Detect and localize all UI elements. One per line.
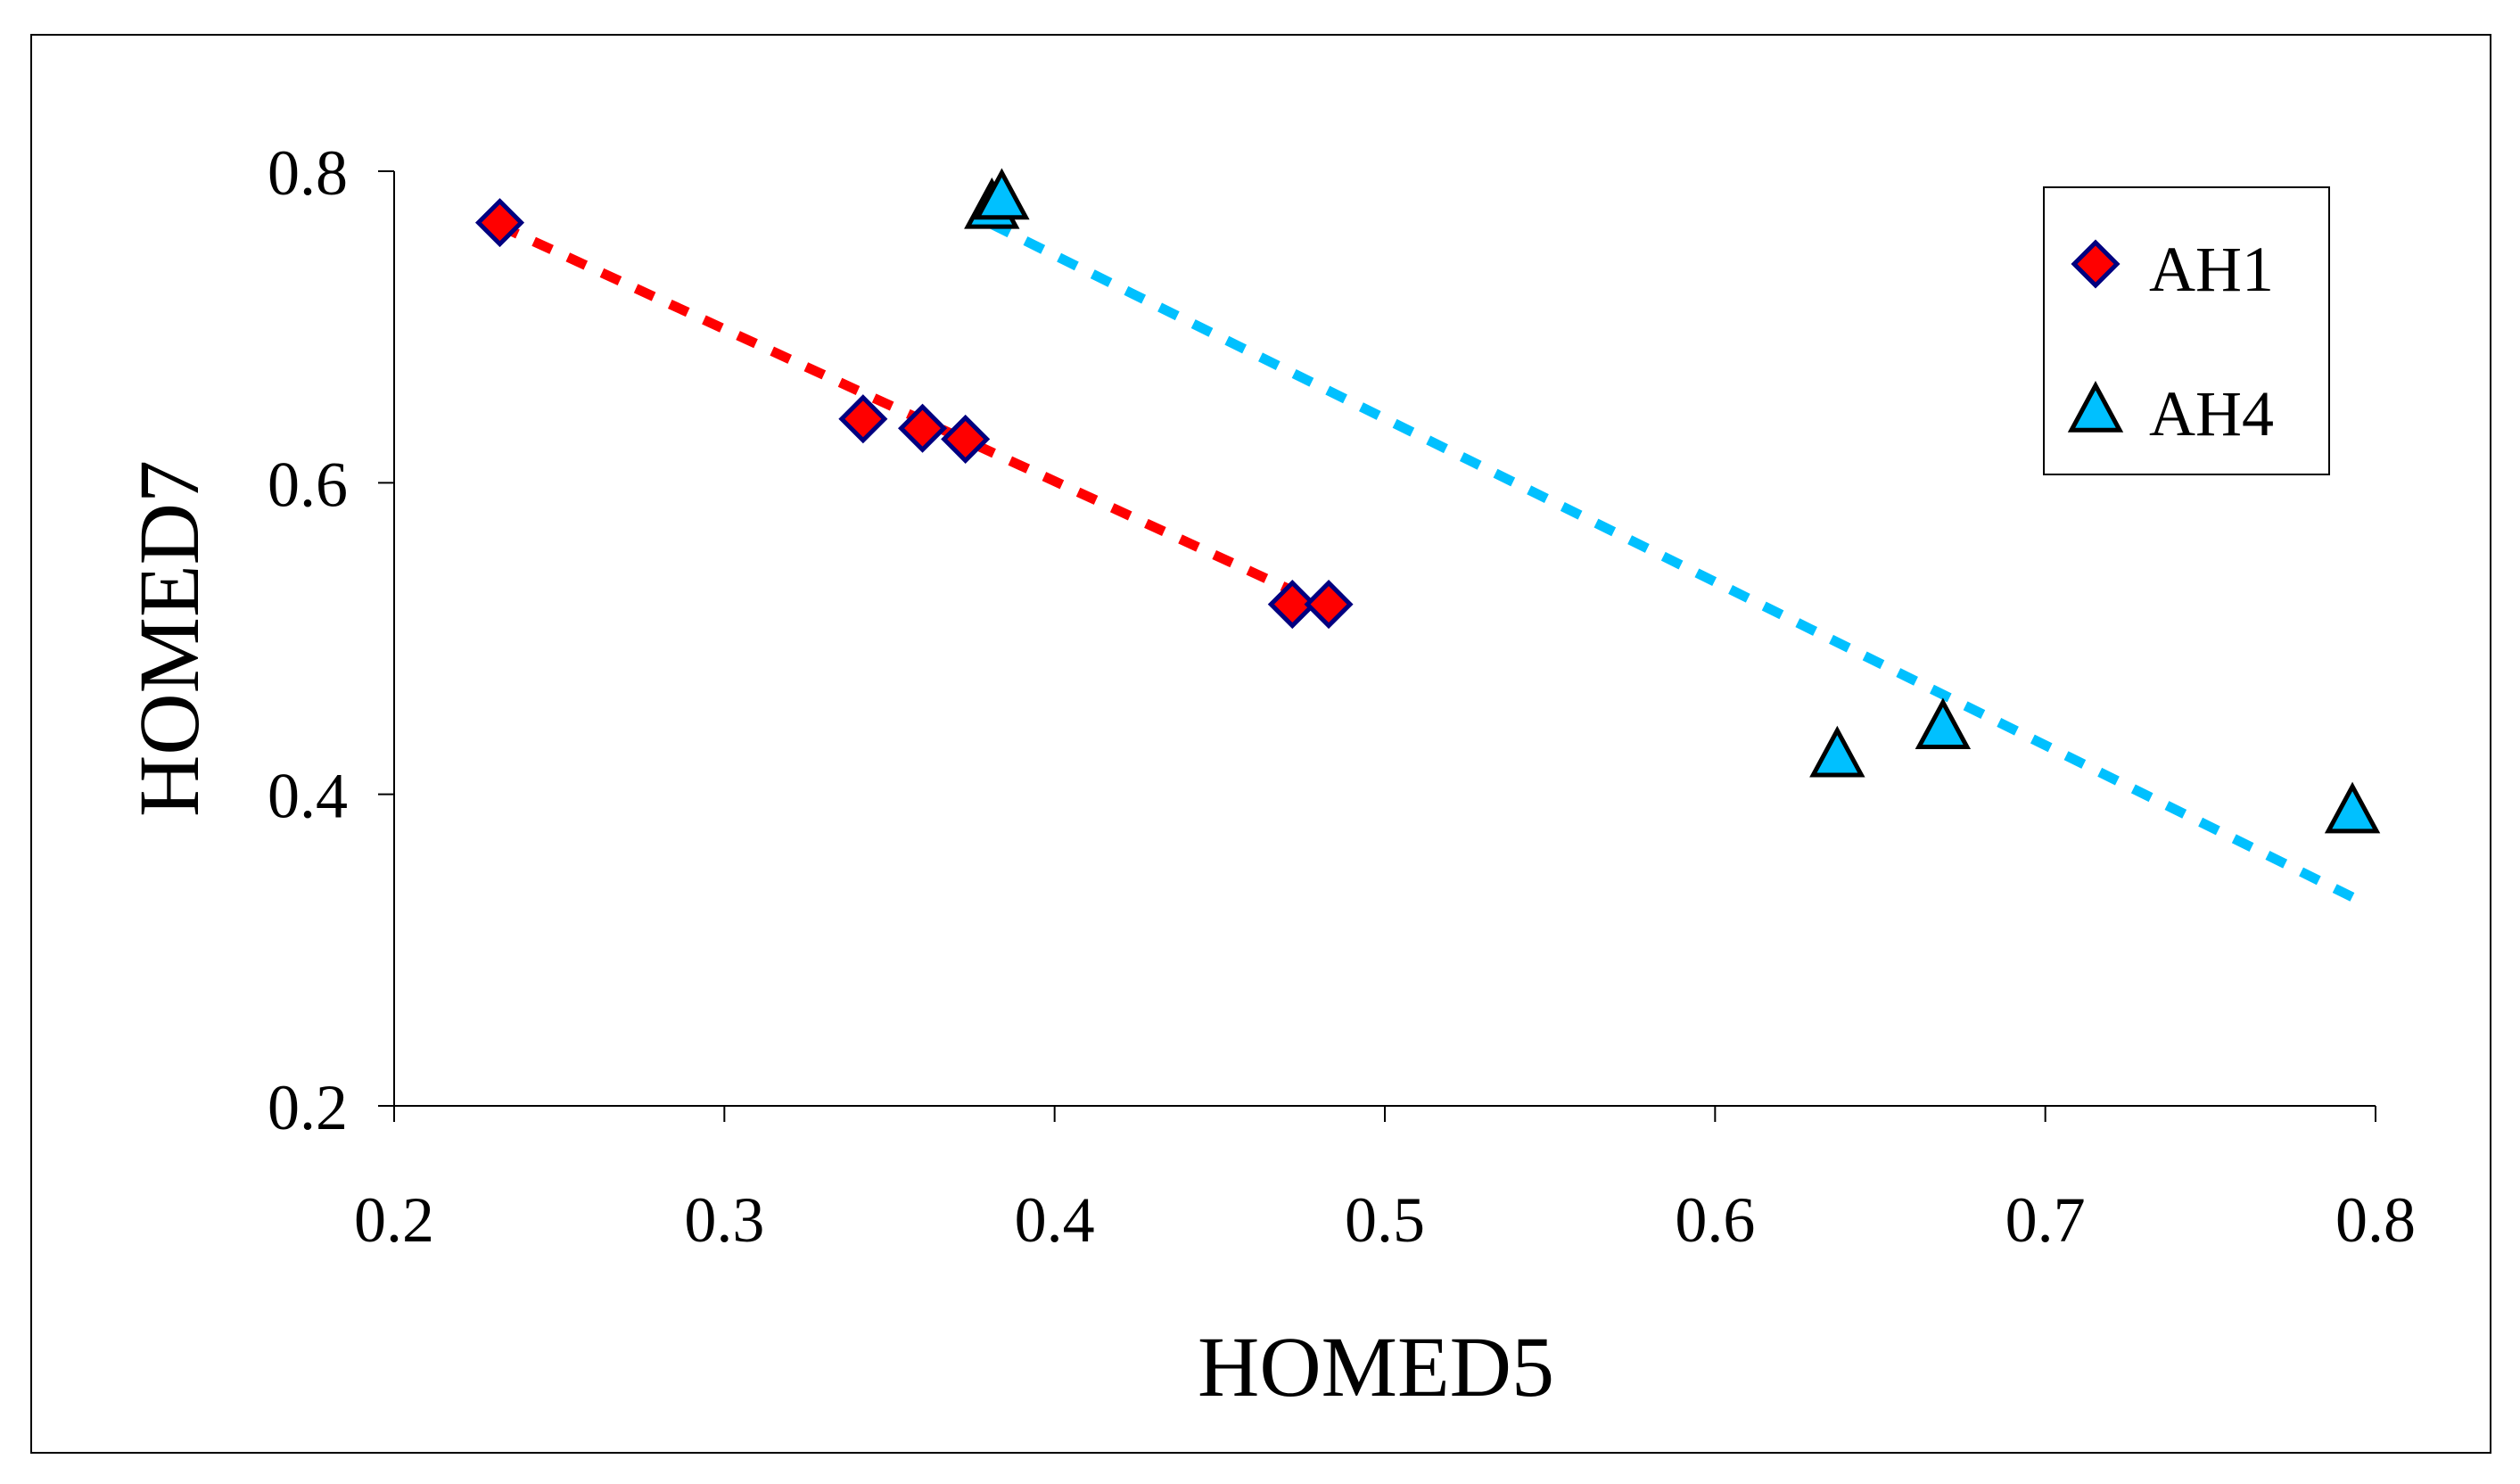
point-ah1: [474, 198, 525, 248]
y-tick-label: 0.6: [268, 449, 348, 520]
y-tick-label: 0.4: [268, 761, 348, 832]
x-tick-label: 0.3: [684, 1184, 764, 1256]
point-ah4: [974, 168, 1030, 220]
legend-marker-ah4: [2067, 381, 2124, 433]
y-tick-label: 0.8: [268, 137, 348, 209]
x-tick-label: 0.4: [1015, 1184, 1095, 1256]
legend-label-ah4: AH4: [2149, 378, 2274, 449]
x-tick-label: 0.5: [1345, 1184, 1425, 1256]
y-tick-label: 0.2: [268, 1072, 348, 1143]
ticks: 0.2 0.3 0.4 0.5 0.6 0.7 0.8 0.2 0.4 0.6 0.8: [268, 137, 2416, 1256]
point-ah1: [897, 403, 948, 453]
point-ah4: [1915, 697, 1972, 750]
y-axis-title: HOMED7: [121, 460, 217, 817]
trendline-ah4: [989, 219, 2355, 902]
legend-label-ah1: AH1: [2149, 234, 2274, 305]
x-tick-label: 0.2: [354, 1184, 434, 1256]
point-ah1: [838, 394, 888, 444]
legend-marker-ah1: [2071, 239, 2121, 289]
point-ah4: [1809, 725, 1865, 778]
point-ah1: [1304, 580, 1354, 630]
point-ah1: [1267, 580, 1317, 630]
x-tick-label: 0.7: [2005, 1184, 2086, 1256]
x-tick-label: 0.6: [1675, 1184, 1755, 1256]
point-ah1: [941, 414, 991, 464]
point-ah4: [2324, 781, 2381, 834]
x-axis-title: HOMED5: [1198, 1319, 1554, 1414]
legend: AH1 AH4: [2043, 186, 2330, 475]
x-tick-label: 0.8: [2335, 1184, 2416, 1256]
data-points: [474, 168, 2381, 834]
